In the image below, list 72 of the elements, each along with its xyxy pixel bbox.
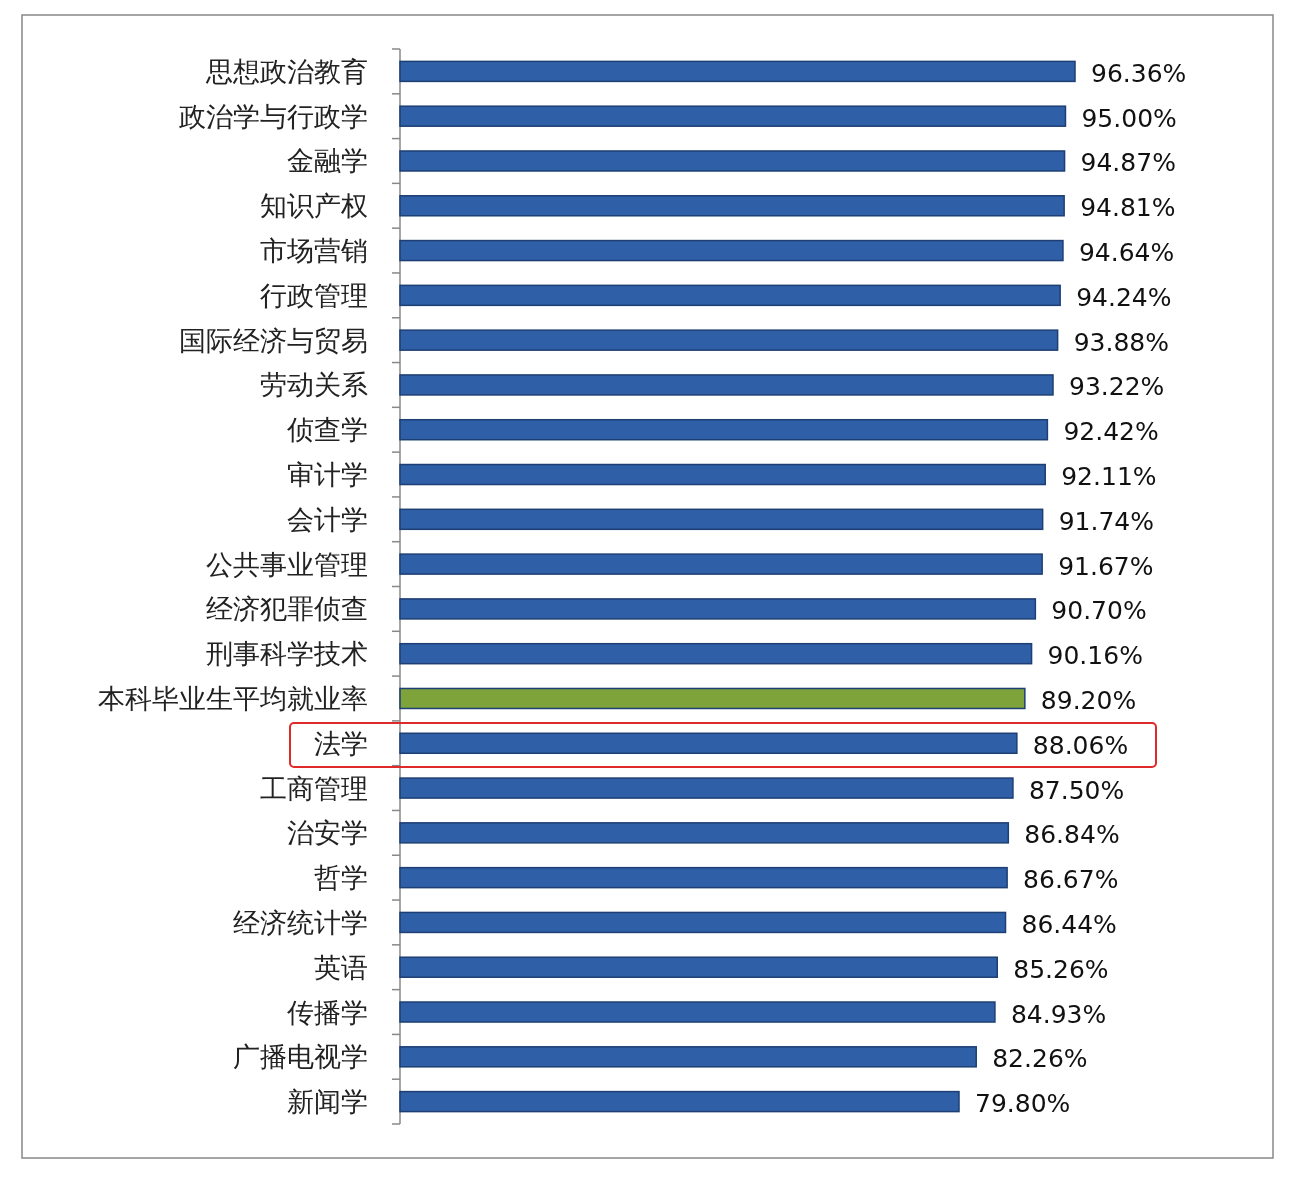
y-tick-label: 工商管理 xyxy=(260,772,368,804)
data-label: 87.50% xyxy=(1028,775,1125,805)
bar xyxy=(399,195,1065,217)
y-tick-label: 会计学 xyxy=(287,503,368,535)
data-label: 95.00% xyxy=(1081,103,1177,133)
bar xyxy=(399,911,1007,934)
data-label: 96.36% xyxy=(1091,58,1187,88)
bar xyxy=(399,732,1018,755)
data-label: 91.74% xyxy=(1058,506,1154,536)
data-label: 89.20% xyxy=(1040,685,1137,715)
y-tick-label: 新闻学 xyxy=(287,1086,368,1118)
bar xyxy=(399,642,1033,665)
y-tick-label: 公共事业管理 xyxy=(206,548,368,580)
data-label: 90.70% xyxy=(1051,596,1147,626)
bar xyxy=(399,284,1061,307)
bar xyxy=(399,418,1049,441)
bar xyxy=(399,508,1044,531)
bar xyxy=(399,777,1014,799)
data-label: 91.67% xyxy=(1058,551,1154,581)
data-label: 90.16% xyxy=(1047,641,1143,671)
bar xyxy=(399,687,1026,710)
data-label: 84.93% xyxy=(1010,999,1107,1029)
data-label: 94.87% xyxy=(1080,148,1176,178)
data-label: 94.24% xyxy=(1076,282,1172,312)
data-label: 85.26% xyxy=(1013,954,1109,984)
y-tick-label: 思想政治教育 xyxy=(205,55,368,87)
bar xyxy=(399,1090,960,1113)
bar xyxy=(399,822,1010,844)
y-tick-label: 劳动关系 xyxy=(260,369,368,401)
y-tick-label: 法学 xyxy=(314,727,368,759)
y-tick-label: 经济犯罪侦查 xyxy=(206,593,368,625)
y-tick-label: 政治学与行政学 xyxy=(179,100,368,132)
y-tick-label: 行政管理 xyxy=(260,279,368,311)
bar xyxy=(399,463,1046,486)
y-tick-label: 审计学 xyxy=(287,459,368,491)
y-tick-label: 英语 xyxy=(314,951,368,983)
bar xyxy=(399,239,1064,262)
bar xyxy=(399,1046,977,1068)
data-label: 82.26% xyxy=(992,1044,1088,1074)
y-tick-label: 广播电视学 xyxy=(233,1041,368,1073)
bar xyxy=(399,553,1043,575)
y-tick-label: 经济统计学 xyxy=(233,906,368,938)
data-label: 92.11% xyxy=(1061,462,1157,492)
bar xyxy=(399,956,998,978)
bar xyxy=(399,866,1008,889)
y-tick-label: 本科毕业生平均就业率 xyxy=(98,682,368,714)
data-label: 86.44% xyxy=(1021,909,1117,939)
y-tick-label: 市场营销 xyxy=(260,235,368,267)
y-tick-label: 传播学 xyxy=(287,996,368,1028)
bar xyxy=(399,60,1076,83)
y-tick-label: 侦查学 xyxy=(286,414,368,446)
bar xyxy=(399,150,1066,172)
y-tick-label: 金融学 xyxy=(287,145,368,177)
data-label: 86.84% xyxy=(1024,820,1120,850)
y-tick-label: 国际经济与贸易 xyxy=(179,324,368,356)
data-label: 94.64% xyxy=(1078,238,1175,268)
data-label: 79.80% xyxy=(975,1089,1071,1119)
y-tick-label: 刑事科学技术 xyxy=(206,638,368,670)
y-tick-label: 治安学 xyxy=(287,817,368,849)
bar xyxy=(399,1001,996,1023)
data-label: 94.81% xyxy=(1080,193,1176,223)
data-label: 93.88% xyxy=(1073,327,1169,357)
data-label: 88.06% xyxy=(1032,730,1129,760)
bar xyxy=(399,598,1037,620)
data-label: 92.42% xyxy=(1063,417,1159,447)
bar xyxy=(399,105,1067,127)
data-label: 93.22% xyxy=(1069,372,1165,402)
data-label: 86.67% xyxy=(1023,865,1119,895)
bar xyxy=(399,329,1059,351)
y-tick-label: 知识产权 xyxy=(260,190,368,222)
y-tick-label: 哲学 xyxy=(314,862,368,894)
bar xyxy=(399,374,1054,396)
